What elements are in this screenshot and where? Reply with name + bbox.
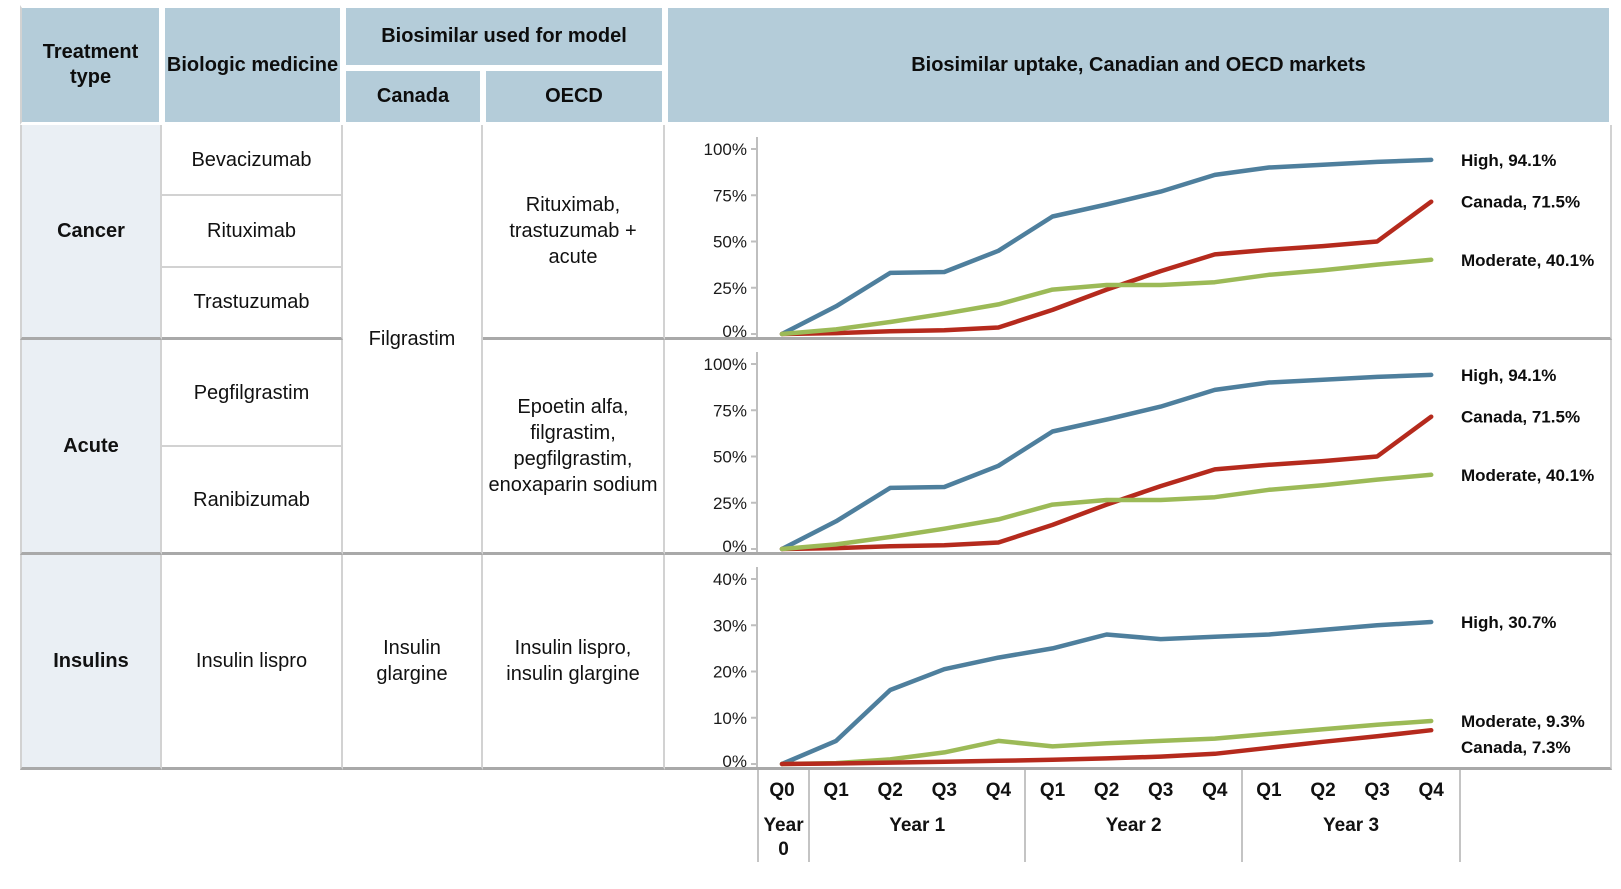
- y-tick-label: 25%: [713, 494, 747, 513]
- cell-canada-insulin-glargine: Insulin glargine: [343, 555, 483, 770]
- quarter-label: Q4: [1418, 780, 1444, 801]
- cell-oecd-cancer: Rituximab, trastuzumab + acute: [483, 125, 665, 340]
- cell-canada-filgrastim: Filgrastim: [343, 125, 483, 555]
- quarter-label: Q1: [1039, 780, 1066, 801]
- y-tick-label: 100%: [704, 140, 747, 159]
- cell-biologic-insulin-lispro: Insulin lispro: [162, 555, 343, 770]
- series-end-label-high: High, 94.1%: [1461, 151, 1556, 170]
- series-line-high: [779, 157, 1434, 337]
- series-end-label-high: High, 30.7%: [1461, 613, 1556, 632]
- x-axis-area: Q0 Q1 Q2 Q3 Q4 Q1 Q2 Q3 Q4 Q1 Q2 Q3 Q4 Year 0 Year 1 Ye…: [665, 770, 1612, 873]
- header-uptake-title: Biosimilar uptake, Canadian and OECD mar…: [665, 5, 1612, 125]
- series-line-moderate: [779, 718, 1434, 767]
- biologic-list-acute: Pegfilgrastim Ranibizumab: [162, 340, 343, 555]
- quarter-label: Q2: [877, 780, 903, 801]
- series-line-moderate: [779, 472, 1434, 552]
- axis-divider: [1459, 770, 1462, 862]
- biologic-list-cancer: Bevacizumab Rituximab Trastuzumab: [162, 125, 343, 340]
- series-end-label-moderate: Moderate, 40.1%: [1461, 251, 1594, 270]
- cell-treatment-insulins: Insulins: [20, 555, 162, 770]
- biosimilar-table: Treatment type Biologic medicine Biosimi…: [20, 5, 1612, 873]
- y-tick-label: 0%: [722, 537, 747, 555]
- y-tick-label: 30%: [713, 616, 747, 635]
- axis-divider: [1240, 770, 1243, 862]
- y-tick-label: 20%: [713, 663, 747, 682]
- series-line-high: [779, 372, 1434, 552]
- quarter-label: Q1: [823, 780, 849, 801]
- cell-oecd-acute: Epoetin alfa, filgrastim, pegfilgrastim,…: [483, 340, 665, 555]
- series-end-label-high: High, 94.1%: [1461, 366, 1556, 385]
- series-end-label-canada: Canada, 71.5%: [1461, 193, 1580, 212]
- uptake-chart-svg-1: 100% 75% 50% 25% 0% High, 94.1% Canada, 71.5% M…: [704, 352, 1594, 555]
- axis-divider: [1024, 770, 1027, 862]
- cell-biologic-pegfilgrastim: Pegfilgrastim: [162, 340, 341, 447]
- axis-divider: [808, 770, 811, 862]
- cell-biologic-rituximab: Rituximab: [162, 196, 341, 268]
- series-end-label-canada: Canada, 71.5%: [1461, 408, 1580, 427]
- uptake-chart-svg-2: 40% 30% 20% 10% 0% High, 30.7% Moderate, 9.3% C…: [713, 567, 1585, 770]
- quarter-label: Q3: [931, 780, 957, 801]
- y-tick-label: 0%: [722, 322, 747, 340]
- y-tick-label: 25%: [713, 279, 747, 298]
- series-line-canada: [779, 727, 1434, 767]
- header-oecd: OECD: [483, 68, 665, 125]
- quarter-label: Q0: [769, 780, 795, 801]
- uptake-chart-cancer: 100% 75% 50% 25% 0% High, 94.1% Canada, 71.5% M…: [665, 125, 1612, 340]
- y-tick-label: 0%: [722, 752, 747, 770]
- quarter-label: Q1: [1256, 780, 1282, 801]
- header-treatment-type: Treatment type: [20, 5, 162, 125]
- header-biologic-medicine: Biologic medicine: [162, 5, 343, 125]
- series-line-high: [779, 619, 1434, 767]
- cell-oecd-insulins: Insulin lispro, insulin glargine: [483, 555, 665, 770]
- y-tick-label: 100%: [704, 355, 747, 374]
- quarter-label: Q2: [1093, 780, 1120, 801]
- series-line-moderate: [779, 257, 1434, 337]
- cell-treatment-acute: Acute: [20, 340, 162, 555]
- quarter-label: Q3: [1364, 780, 1390, 801]
- cell-biologic-bevacizumab: Bevacizumab: [162, 125, 341, 197]
- axis-divider: [757, 770, 759, 862]
- y-tick-label: 10%: [713, 709, 747, 728]
- year-label: Year 2: [1105, 815, 1162, 836]
- year-label: Year 3: [1323, 815, 1380, 836]
- series-end-label-canada: Canada, 7.3%: [1461, 738, 1571, 757]
- y-tick-label: 75%: [713, 186, 747, 205]
- y-tick-label: 50%: [713, 233, 747, 252]
- y-tick-label: 50%: [713, 448, 747, 467]
- quarter-label: Q4: [1202, 780, 1228, 801]
- year-label: Year 0: [763, 815, 804, 860]
- quarter-label: Q4: [985, 780, 1012, 801]
- quarter-label: Q3: [1148, 780, 1174, 801]
- uptake-chart-svg-0: 100% 75% 50% 25% 0% High, 94.1% Canada, 71.5% M…: [704, 137, 1594, 340]
- uptake-chart-acute: 100% 75% 50% 25% 0% High, 94.1% Canada, 71.5% M…: [665, 340, 1612, 555]
- cell-biologic-ranibizumab: Ranibizumab: [193, 488, 310, 511]
- y-tick-label: 40%: [713, 570, 747, 589]
- uptake-chart-insulins: 40% 30% 20% 10% 0% High, 30.7% Moderate, 9.3% C…: [665, 555, 1612, 770]
- cell-biologic-trastuzumab: Trastuzumab: [193, 291, 310, 314]
- y-tick-label: 75%: [713, 401, 747, 420]
- year-label: Year 1: [889, 815, 946, 836]
- series-end-label-moderate: Moderate, 40.1%: [1461, 466, 1594, 485]
- cell-treatment-cancer: Cancer: [20, 125, 162, 340]
- series-line-canada: [779, 414, 1434, 552]
- header-biosimilar-model: Biosimilar used for model: [343, 5, 665, 68]
- quarter-label: Q2: [1310, 780, 1336, 801]
- series-line-canada: [779, 199, 1434, 337]
- header-canada: Canada: [343, 68, 483, 125]
- series-end-label-moderate: Moderate, 9.3%: [1461, 712, 1585, 731]
